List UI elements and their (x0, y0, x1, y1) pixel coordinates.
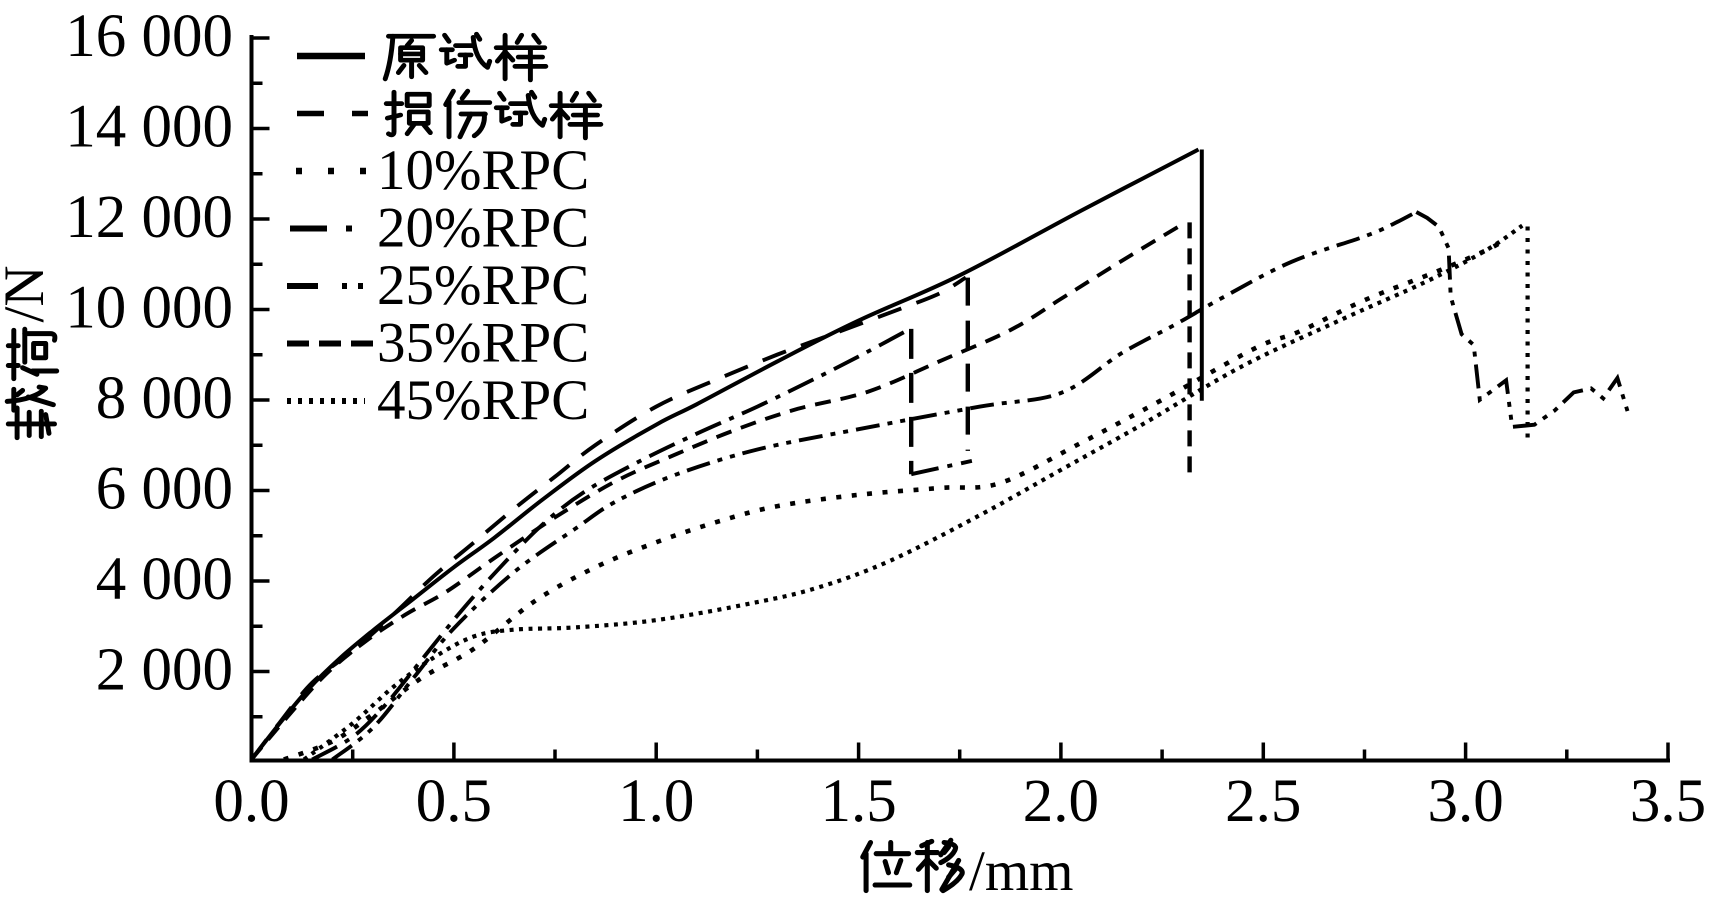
svg-text:2.0: 2.0 (1023, 768, 1099, 835)
svg-text:35%RPC: 35%RPC (377, 312, 589, 375)
svg-text:3.0: 3.0 (1427, 768, 1503, 835)
svg-text:25%RPC: 25%RPC (377, 254, 589, 317)
svg-text:8 000: 8 000 (96, 365, 233, 432)
svg-text:45%RPC: 45%RPC (377, 369, 589, 432)
svg-text:14 000: 14 000 (65, 94, 233, 161)
svg-text:12 000: 12 000 (65, 184, 233, 251)
svg-text:16 000: 16 000 (65, 3, 233, 70)
svg-text:1.0: 1.0 (618, 768, 694, 835)
svg-text:1.5: 1.5 (820, 768, 896, 835)
svg-text:6 000: 6 000 (96, 456, 233, 523)
svg-text:2.5: 2.5 (1225, 768, 1301, 835)
svg-text:4 000: 4 000 (96, 546, 233, 613)
svg-text:2 000: 2 000 (96, 637, 233, 704)
svg-text:10%RPC: 10%RPC (377, 139, 589, 202)
svg-text:10 000: 10 000 (65, 275, 233, 342)
svg-text:0.5: 0.5 (416, 768, 492, 835)
svg-text:0.0: 0.0 (213, 768, 289, 835)
svg-text:/mm: /mm (969, 840, 1074, 901)
svg-text:3.5: 3.5 (1630, 768, 1706, 835)
svg-text:20%RPC: 20%RPC (377, 197, 589, 260)
svg-text:/N: /N (0, 266, 56, 323)
